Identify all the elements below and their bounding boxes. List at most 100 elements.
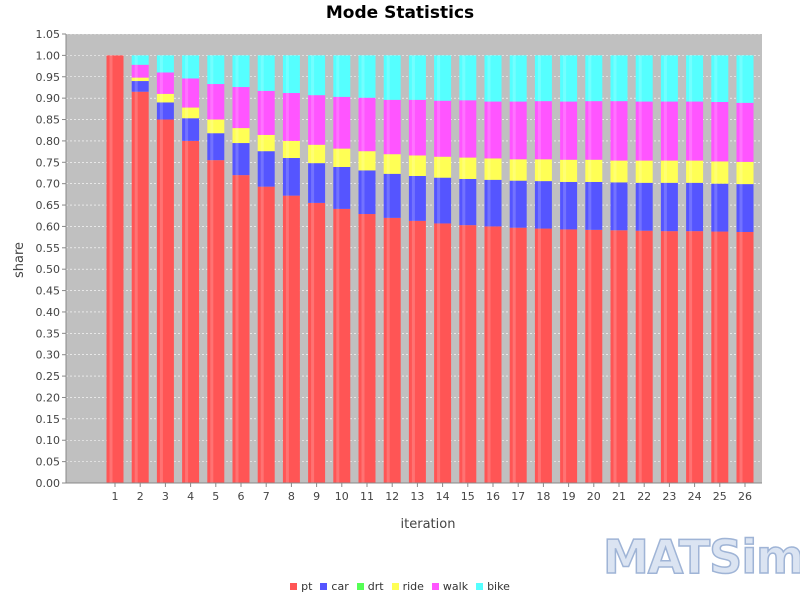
y-tick-label: 0.65 (36, 199, 61, 212)
bar-highlight (714, 55, 718, 483)
bar-ride (635, 160, 653, 183)
x-tick-label: 14 (436, 490, 450, 503)
legend-label: pt (301, 580, 313, 593)
bar-car (484, 179, 502, 227)
bar-highlight (563, 55, 567, 483)
bar-pt (257, 186, 275, 483)
bar-pt (660, 231, 678, 483)
bar-walk (560, 101, 578, 160)
bar-pt (484, 226, 502, 483)
bar-ride (711, 161, 729, 184)
x-tick-label: 5 (212, 490, 219, 503)
x-tick-label: 22 (637, 490, 651, 503)
bar-pt (534, 228, 552, 483)
bar-walk (282, 93, 300, 141)
y-tick-label: 0.75 (36, 156, 61, 169)
bar-car (207, 133, 225, 161)
y-tick-label: 0.05 (36, 456, 61, 469)
bar-bike (207, 55, 225, 85)
x-tick-label: 1 (112, 490, 119, 503)
bar-ride (459, 157, 477, 179)
bar-pt (182, 140, 200, 483)
bar-ride (610, 160, 628, 183)
y-tick-label: 0.20 (36, 391, 61, 404)
bar-pt (686, 231, 704, 483)
bar-walk (686, 101, 704, 161)
bar-ride (308, 144, 326, 164)
legend-item-drt: drt (356, 580, 384, 593)
bar-car (333, 166, 351, 209)
bar-bike (282, 55, 300, 94)
y-tick-label: 0.30 (36, 349, 61, 362)
y-axis-label: share (12, 242, 27, 278)
bar-pt (131, 91, 149, 483)
bar-car (560, 181, 578, 230)
bar-car (585, 181, 603, 230)
y-tick-label: 1.05 (36, 28, 61, 41)
bar-walk (333, 96, 351, 149)
bar-highlight (109, 55, 113, 483)
x-tick-label: 25 (713, 490, 727, 503)
bar-car (257, 151, 275, 187)
legend-swatch (320, 583, 328, 590)
bar-pt (711, 231, 729, 483)
bar-pt (333, 208, 351, 484)
bar-ride (686, 160, 704, 183)
bar-highlight (462, 55, 466, 483)
bar-bike (484, 55, 502, 102)
bar-highlight (311, 55, 315, 483)
matsim-logo: MATSim (602, 529, 800, 585)
bar-bike (736, 55, 754, 103)
bar-ride (131, 77, 149, 82)
bar-bike (610, 55, 628, 102)
bar-walk (660, 101, 678, 161)
bar-walk (308, 95, 326, 145)
bar-bike (509, 55, 527, 102)
bar-car (635, 182, 653, 231)
x-tick-label: 20 (587, 490, 601, 503)
bar-ride (509, 159, 527, 181)
bar-car (534, 181, 552, 229)
bar-car (232, 143, 250, 176)
bar-bike (257, 55, 275, 91)
bar-bike (358, 55, 376, 98)
y-tick-label: 0.00 (36, 477, 61, 490)
bar-highlight (336, 55, 340, 483)
legend-item-pt: pt (290, 580, 312, 593)
legend-label: car (331, 580, 349, 593)
bar-car (686, 182, 704, 232)
x-tick-label: 19 (562, 490, 576, 503)
bar-highlight (689, 55, 693, 483)
bar-highlight (159, 55, 163, 483)
bar-highlight (487, 55, 491, 483)
bar-ride (484, 158, 502, 180)
bar-highlight (437, 55, 441, 483)
bar-ride (560, 159, 578, 182)
y-tick-label: 0.40 (36, 306, 61, 319)
bar-car (509, 180, 527, 228)
y-tick-label: 0.55 (36, 242, 61, 255)
bar-ride (282, 140, 300, 159)
bar-walk (408, 99, 426, 156)
bar-pt (383, 217, 401, 483)
bar-ride (333, 148, 351, 167)
y-tick-label: 0.60 (36, 220, 61, 233)
x-tick-label: 23 (662, 490, 676, 503)
bar-pt (156, 119, 174, 484)
x-tick-label: 13 (410, 490, 424, 503)
bar-bike (459, 55, 477, 101)
legend-item-car: car (320, 580, 349, 593)
bar-walk (131, 64, 149, 78)
y-tick-label: 0.80 (36, 135, 61, 148)
bar-car (131, 81, 149, 92)
bar-walk (711, 101, 729, 162)
bar-car (660, 182, 678, 232)
x-tick-label: 4 (187, 490, 194, 503)
y-tick-label: 0.85 (36, 114, 61, 127)
bar-walk (610, 101, 628, 161)
bar-bike (686, 55, 704, 102)
bar-car (459, 178, 477, 226)
x-tick-label: 12 (385, 490, 399, 503)
bar-ride (408, 155, 426, 176)
x-tick-label: 24 (688, 490, 702, 503)
